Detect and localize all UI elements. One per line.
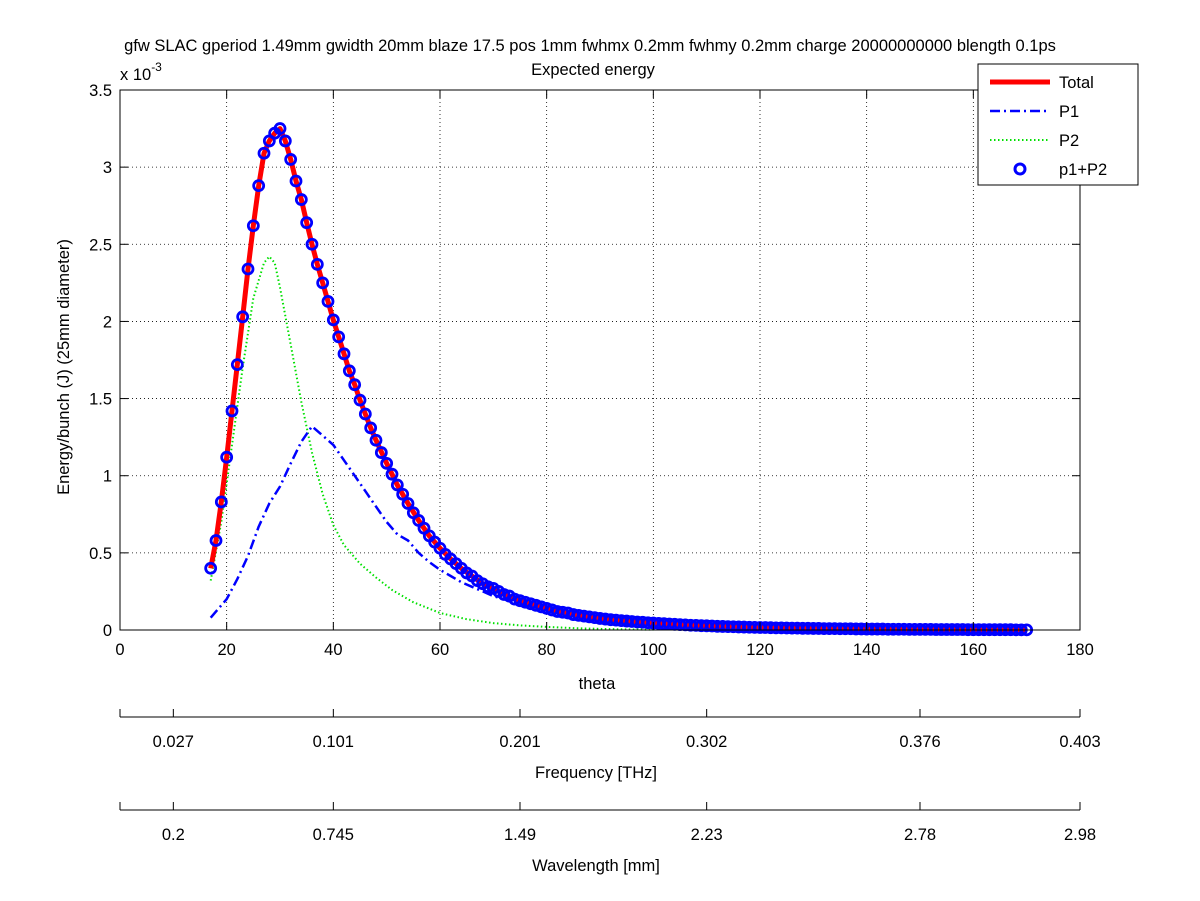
data-point-p1p2	[380, 456, 394, 470]
wavelength-tick-label: 2.23	[691, 826, 723, 844]
frequency-tick-label: 0.302	[686, 733, 727, 751]
chart-title-line1: gfw SLAC gperiod 1.49mm gwidth 20mm blaz…	[124, 37, 1056, 55]
data-point-p1p2	[294, 193, 308, 206]
svg-text:x 10-3: x 10-3	[120, 60, 162, 84]
data-point-p1p2	[326, 313, 340, 327]
data-point-p1p2	[204, 561, 218, 575]
x-tick-label: 80	[537, 641, 555, 659]
data-point-p1p2	[252, 179, 266, 193]
y-tick-label: 1.5	[89, 391, 112, 409]
legend: Total P1 P2 p1+P2	[977, 63, 1139, 186]
data-point-p1p2	[316, 276, 330, 290]
y-tick-label: 3.5	[89, 82, 112, 100]
y-exponent-label: x 10-3	[120, 60, 162, 84]
data-point-p1p2	[337, 347, 351, 361]
data-point-p1p2	[348, 378, 362, 392]
x-axis-label: theta	[579, 675, 617, 693]
x-tick-label: 0	[115, 641, 124, 659]
data-point-p1p2	[278, 134, 292, 148]
legend-label-p1p2: p1+P2	[1059, 161, 1107, 179]
data-point-p1p2	[209, 534, 223, 547]
series-line-p2	[209, 255, 654, 631]
frequency-tick-label: 0.201	[499, 733, 540, 751]
data-point-p1p2	[396, 487, 410, 501]
frequency-tick-label: 0.027	[153, 733, 194, 751]
data-point-p1p2	[225, 404, 239, 418]
frequency-tick-label: 0.403	[1059, 733, 1100, 751]
data-point-p1p2	[385, 467, 399, 481]
series-line-total	[208, 126, 1027, 633]
frequency-tick-label: 0.101	[313, 733, 354, 751]
y-tick-label: 3	[103, 159, 112, 177]
grid-lines	[120, 90, 1080, 630]
data-point-p1p2	[241, 262, 255, 276]
data-point-p1p2	[374, 446, 388, 459]
plot-area-frame	[119, 89, 1081, 631]
data-point-p1p2	[390, 478, 404, 492]
data-point-p1p2	[342, 364, 356, 378]
wavelength-tick-label: 0.745	[313, 826, 354, 844]
data-point-p1p2	[300, 216, 314, 230]
frequency-axis-label: Frequency [THz]	[535, 764, 657, 782]
data-point-p1p2	[214, 495, 228, 509]
data-point-p1p2	[289, 174, 303, 188]
y-exponent-base: x 10	[120, 66, 151, 84]
wavelength-axis-label: Wavelength [mm]	[532, 857, 660, 875]
x-tick-label: 100	[640, 641, 668, 659]
y-tick-label: 0	[103, 622, 112, 640]
data-point-p1p2	[358, 407, 372, 421]
x-tick-label: 180	[1066, 641, 1094, 659]
data-point-p1p2	[364, 421, 378, 435]
y-tick-label: 2	[103, 313, 112, 331]
x-tick-label: 60	[431, 641, 449, 659]
legend-label-p2: P2	[1059, 132, 1079, 150]
x-tick-label: 20	[217, 641, 235, 659]
data-point-p1p2	[353, 393, 367, 407]
x-tick-label: 40	[324, 641, 342, 659]
y-tick-label: 0.5	[89, 545, 112, 563]
wavelength-tick-label: 2.98	[1064, 826, 1096, 844]
chart-title-line2: Expected energy	[531, 61, 656, 79]
data-point-p1p2	[310, 257, 324, 271]
x-tick-label: 160	[960, 641, 988, 659]
data-point-p1p2	[305, 237, 319, 251]
data-point-p1p2	[220, 450, 234, 464]
data-point-p1p2	[257, 146, 271, 160]
data-point-p1p2	[273, 122, 287, 135]
data-point-p1p2	[246, 219, 260, 233]
data-point-p1p2	[332, 330, 346, 344]
frequency-tick-label: 0.376	[899, 733, 940, 751]
data-point-p1p2	[236, 310, 250, 324]
data-point-p1p2	[284, 153, 298, 166]
x-tick-label: 140	[853, 641, 881, 659]
wavelength-tick-label: 0.2	[162, 826, 185, 844]
legend-label-total: Total	[1059, 74, 1094, 92]
data-point-p1p2	[230, 358, 244, 372]
data-point-p1p2	[321, 294, 335, 308]
x-tick-label: 120	[746, 641, 774, 659]
data-point-p1p2	[401, 497, 415, 510]
wavelength-tick-label: 2.78	[904, 826, 936, 844]
wavelength-tick-label: 1.49	[504, 826, 536, 844]
data-point-p1p2	[369, 433, 383, 447]
y-tick-label: 1	[103, 468, 112, 486]
legend-swatch-p1p2	[1013, 162, 1027, 176]
y-exponent-power: -3	[151, 60, 162, 74]
secondary-axes: 0.027 0.101 0.201 0.302 0.376 0.403 Frequency …	[119, 709, 1101, 875]
y-axis-label: Energy/bunch (J) (25mm diameter)	[55, 239, 73, 495]
y-tick-label: 2.5	[89, 236, 112, 254]
legend-label-p1: P1	[1059, 103, 1079, 121]
